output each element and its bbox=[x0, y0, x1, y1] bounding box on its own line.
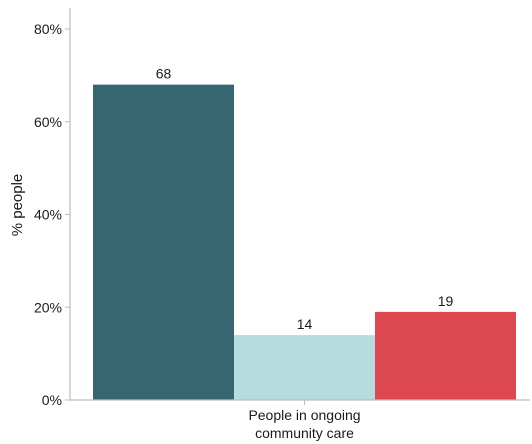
bar-data-labels: 68 14 19 bbox=[156, 66, 454, 332]
y-tick-label: 0% bbox=[42, 392, 62, 408]
y-axis-title: % people bbox=[9, 174, 26, 237]
y-tick-label: 60% bbox=[34, 114, 62, 130]
bar-value-label: 14 bbox=[297, 316, 313, 332]
bar-2 bbox=[234, 335, 375, 400]
x-category-label: People in ongoing community care bbox=[248, 407, 360, 441]
x-category-label-line: People in ongoing bbox=[248, 407, 360, 423]
bar-1 bbox=[93, 84, 234, 401]
y-axis: 0% 20% 40% 60% 80% bbox=[34, 8, 71, 408]
bars bbox=[93, 84, 516, 401]
x-axis: People in ongoing community care bbox=[70, 399, 530, 441]
bar-value-label: 19 bbox=[438, 293, 454, 309]
x-category-label-line: community care bbox=[255, 425, 354, 441]
y-tick-label: 20% bbox=[34, 299, 62, 315]
y-tick-label: 80% bbox=[34, 21, 62, 37]
y-tick-label: 40% bbox=[34, 207, 62, 223]
bar-3 bbox=[375, 311, 516, 400]
bar-value-label: 68 bbox=[156, 66, 172, 82]
